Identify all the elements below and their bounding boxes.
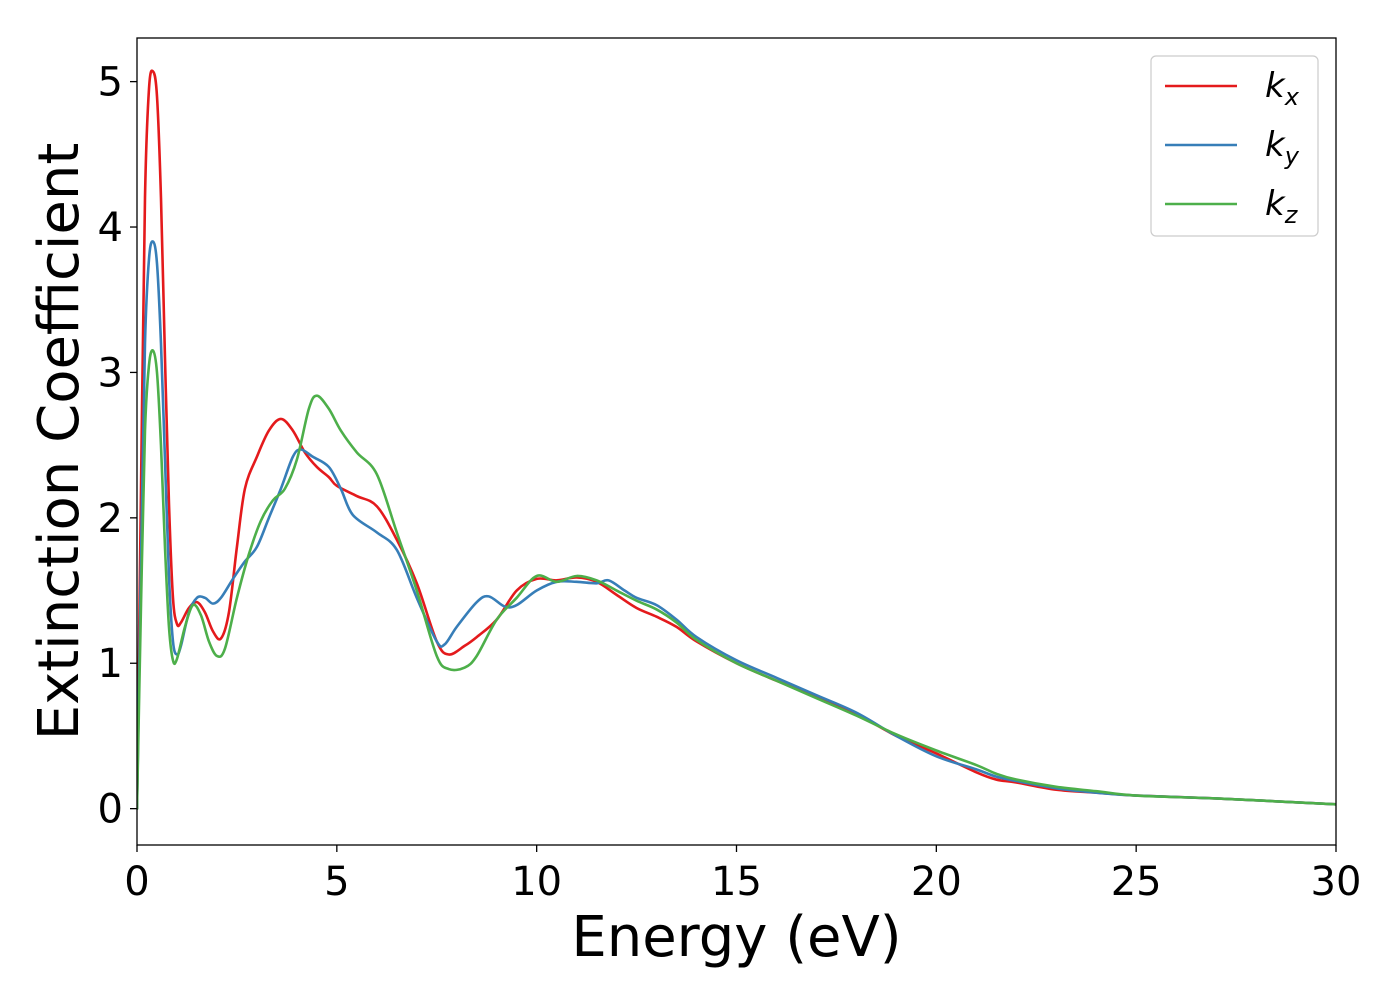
legend-label-main: k [1265,184,1286,224]
x-axis-label: Energy (eV) [571,905,901,970]
series-line-z [137,349,1336,810]
legend-label-subscript: y [1284,142,1300,170]
x-tick-label: 30 [1311,859,1362,905]
legend-label-x: kx [1265,66,1300,111]
x-tick-label: 15 [711,859,762,905]
y-tick-label: 4 [98,205,123,251]
series-line-y [137,240,1336,810]
legend-label-subscript: x [1284,83,1300,111]
legend-label-z: kz [1265,184,1299,229]
x-tick-label: 5 [324,859,349,905]
x-axis-ticks: 0 5 10 15 20 25 30 [124,845,1361,905]
y-tick-label: 2 [98,496,123,542]
legend-label-subscript: z [1284,201,1299,229]
x-tick-label: 20 [911,859,962,905]
y-axis-label: Extinction Coefficient [27,143,92,741]
series-layer [137,69,1336,810]
legend-label-main: k [1265,125,1286,165]
legend-label-y: ky [1265,125,1300,170]
y-tick-label: 3 [98,350,123,396]
y-axis-ticks: 0 1 2 3 4 5 [98,60,137,833]
legend-label-main: k [1265,66,1286,106]
x-tick-label: 0 [124,859,149,905]
y-tick-label: 5 [98,60,123,106]
series-line-x [137,69,1336,810]
y-tick-label: 0 [98,787,123,833]
y-tick-label: 1 [98,641,123,687]
x-tick-label: 25 [1111,859,1162,905]
x-tick-label: 10 [511,859,562,905]
